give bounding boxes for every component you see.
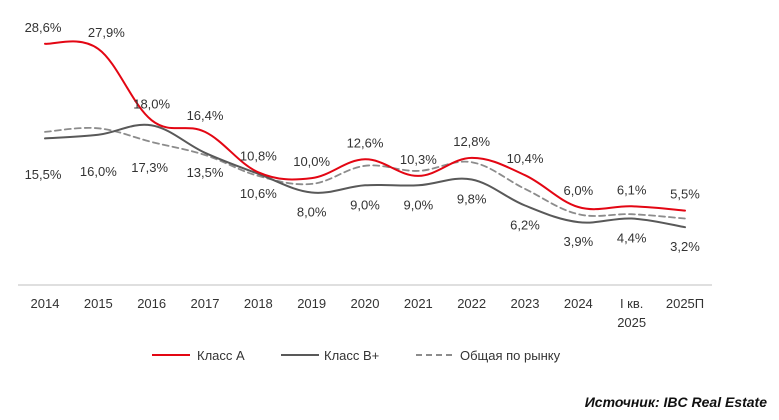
data-label-class-b: 15,5% [25, 167, 62, 182]
data-label-class-b: 16,0% [80, 164, 117, 179]
data-label-class-b: 4,4% [617, 231, 647, 246]
data-labels: 28,6% 27,9% 18,0% 16,4% 10,8% 10,0% 12,6% 10,3%… [25, 20, 701, 254]
data-label-class-a: 10,0% [293, 154, 330, 169]
data-label-class-b: 10,6% [240, 186, 277, 201]
data-label-class-b: 3,2% [670, 239, 700, 254]
data-label-class-b: 17,3% [131, 160, 168, 175]
data-label-class-b: 8,0% [297, 205, 327, 220]
data-label-class-b: 9,0% [350, 197, 380, 212]
x-tick-label: 2022 [457, 296, 486, 311]
legend: Класс А Класс В+ Общая по рынку [152, 348, 561, 363]
data-label-class-b: 9,0% [404, 197, 434, 212]
data-label-class-a: 5,5% [670, 187, 700, 202]
data-label-class-a: 28,6% [25, 20, 62, 35]
series-line-0 [44, 40, 686, 212]
source-note: Источник: IBC Real Estate [584, 394, 767, 410]
data-label-class-a: 10,4% [507, 151, 544, 166]
x-axis-ticks: 2014 2015 2016 2017 2018 2019 2020 2021 2022 2023… [31, 296, 705, 330]
x-tick-label: 2017 [191, 296, 220, 311]
data-label-class-b: 3,9% [564, 234, 594, 249]
data-label-class-a: 10,3% [400, 152, 437, 167]
data-label-class-a: 18,0% [133, 96, 170, 111]
series-lines [44, 40, 686, 229]
x-tick-label: 2016 [137, 296, 166, 311]
x-tick-label: 2025П [666, 296, 704, 311]
data-label-class-a: 10,8% [240, 148, 277, 163]
data-label-class-a: 6,0% [564, 183, 594, 198]
series-line-1 [44, 123, 686, 229]
legend-label: Класс В+ [324, 348, 379, 363]
x-tick-label: 2019 [297, 296, 326, 311]
data-label-class-a: 12,6% [347, 135, 384, 150]
legend-label: Общая по рынку [460, 348, 561, 363]
x-tick-label: 2014 [31, 296, 60, 311]
data-label-class-a: 27,9% [88, 25, 125, 40]
data-label-class-a: 12,8% [453, 134, 490, 149]
x-tick-label: I кв. 2025 [617, 296, 646, 330]
x-tick-label: 2020 [351, 296, 380, 311]
data-label-class-b: 13,5% [187, 165, 224, 180]
data-label-class-b: 9,8% [457, 192, 487, 207]
data-label-class-b: 6,2% [510, 218, 540, 233]
x-tick-label: 2018 [244, 296, 273, 311]
series-line-2 [44, 127, 686, 220]
x-tick-label: 2021 [404, 296, 433, 311]
x-tick-label: 2023 [511, 296, 540, 311]
data-label-class-a: 6,1% [617, 182, 647, 197]
legend-label: Класс А [197, 348, 245, 363]
x-tick-label: 2015 [84, 296, 113, 311]
x-tick-label: 2024 [564, 296, 593, 311]
data-label-class-a: 16,4% [187, 108, 224, 123]
